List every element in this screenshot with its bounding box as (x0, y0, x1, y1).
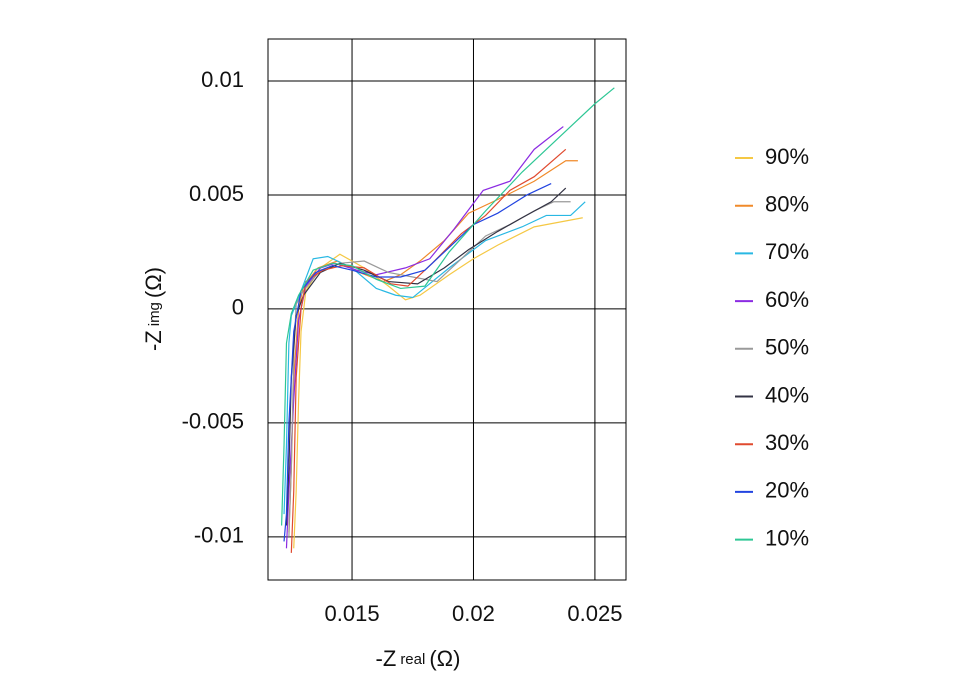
legend-label: 70% (765, 239, 809, 264)
x-axis-label-part: (Ω) (429, 646, 460, 671)
y-tick-label: -0.005 (182, 409, 244, 434)
series-line (288, 201, 571, 537)
series-line (281, 87, 615, 526)
legend-label: 60% (765, 287, 809, 312)
plot-frame (267, 38, 627, 581)
series-line (283, 182, 552, 542)
x-axis-label-part: -Z (376, 646, 397, 671)
legend-label: 80% (765, 192, 809, 217)
y-axis-label-part: -Z (141, 330, 166, 351)
series-line (285, 126, 564, 549)
x-axis-label: -Z real (Ω) (376, 646, 461, 671)
legend-label: 20% (765, 478, 809, 503)
y-tick-label: 0.01 (201, 67, 244, 92)
y-tick-label: 0.005 (189, 181, 244, 206)
series-line (285, 187, 567, 526)
y-tick-label: 0 (232, 295, 244, 320)
y-axis-label: -Z img (Ω) (141, 267, 166, 351)
series-line (290, 148, 567, 553)
legend-label: 90% (765, 144, 809, 169)
y-tick-label: -0.01 (194, 523, 244, 548)
x-tick-label: 0.025 (567, 601, 622, 626)
series-line (283, 201, 586, 515)
y-axis-label-part: (Ω) (141, 267, 166, 298)
x-tick-label: 0.015 (325, 601, 380, 626)
series-line (288, 160, 578, 533)
legend-label: 40% (765, 382, 809, 407)
legend-label: 50% (765, 335, 809, 360)
legend-label: 10% (765, 525, 809, 550)
legend-label: 30% (765, 430, 809, 455)
y-axis-label-part: img (146, 302, 163, 326)
x-tick-label: 0.02 (452, 601, 495, 626)
x-axis-label-part: real (400, 651, 425, 668)
